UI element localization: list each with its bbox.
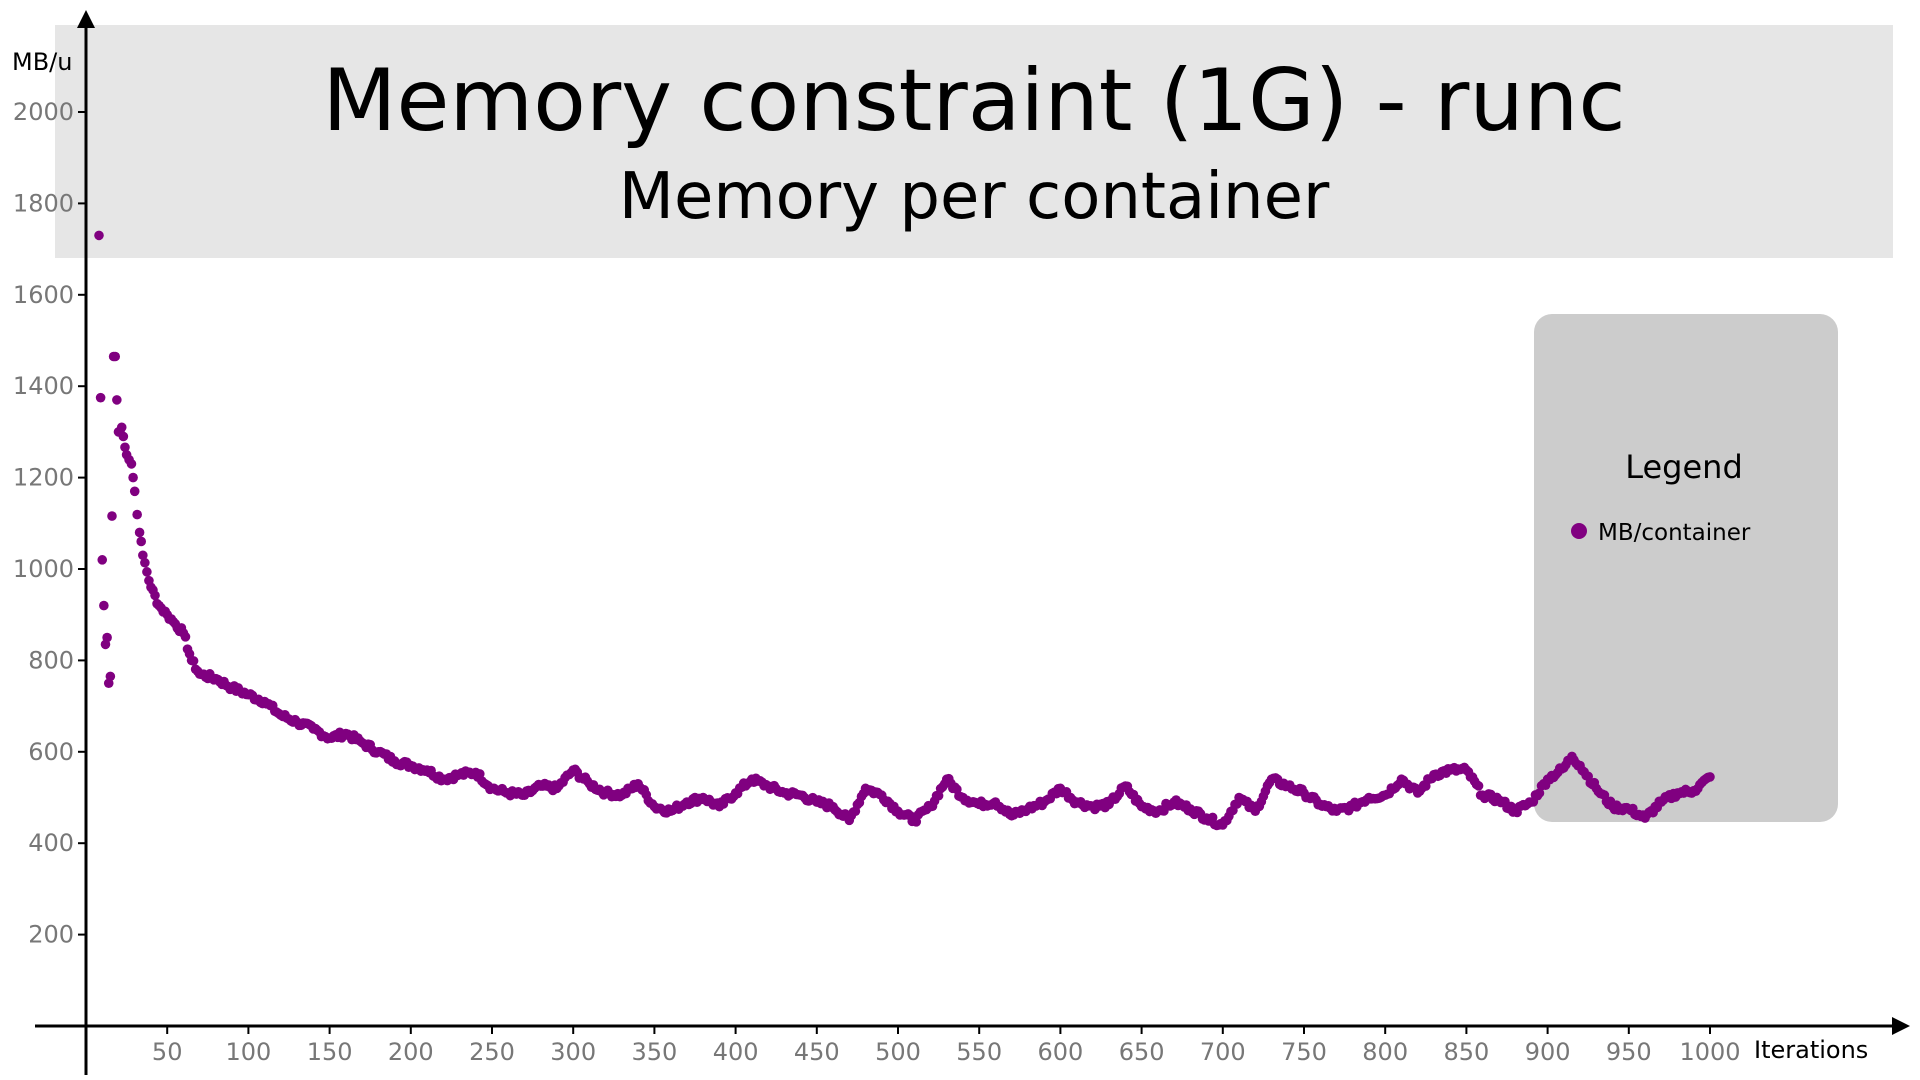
y-tick-label: 400 xyxy=(28,829,74,857)
data-point xyxy=(128,472,138,483)
data-point xyxy=(150,590,160,601)
data-point xyxy=(97,555,108,565)
data-point xyxy=(188,656,199,666)
y-axis-label: MB/u xyxy=(12,48,72,76)
data-point xyxy=(99,600,109,611)
x-tick-label: 600 xyxy=(1037,1038,1083,1066)
data-point xyxy=(134,527,145,538)
data-point xyxy=(94,230,104,241)
x-tick-label: 750 xyxy=(1281,1038,1327,1066)
data-point xyxy=(105,671,116,682)
y-tick-label: 1600 xyxy=(13,281,74,309)
data-point xyxy=(110,351,121,362)
data-point xyxy=(112,395,122,405)
data-point xyxy=(142,567,152,577)
x-tick-label: 1000 xyxy=(1679,1038,1740,1066)
legend-box xyxy=(1534,314,1838,822)
x-tick-label: 950 xyxy=(1606,1038,1652,1066)
data-point xyxy=(138,550,148,561)
y-tick-label: 800 xyxy=(28,646,74,674)
x-axis-arrow xyxy=(1892,1017,1910,1035)
data-point xyxy=(129,486,140,497)
data-point xyxy=(180,632,191,642)
data-point xyxy=(1705,772,1715,782)
legend-label: MB/container xyxy=(1598,520,1751,546)
data-point xyxy=(126,459,137,469)
chart-subtitle: Memory per container xyxy=(619,160,1330,234)
x-tick-label: 400 xyxy=(713,1038,759,1066)
x-tick-label: 200 xyxy=(388,1038,434,1066)
x-tick-label: 150 xyxy=(307,1038,353,1066)
x-tick-label: 250 xyxy=(469,1038,515,1066)
data-point xyxy=(136,536,147,547)
y-tick-label: 1800 xyxy=(13,189,74,217)
x-tick-label: 700 xyxy=(1200,1038,1246,1066)
data-point xyxy=(1534,788,1545,798)
data-point xyxy=(95,392,106,403)
y-tick-label: 600 xyxy=(28,738,74,766)
data-point xyxy=(102,632,112,643)
y-tick-label: 2000 xyxy=(13,98,74,126)
data-point xyxy=(140,557,150,568)
x-tick-label: 850 xyxy=(1443,1038,1489,1066)
y-tick-label: 1000 xyxy=(13,555,74,583)
x-tick-label: 450 xyxy=(794,1038,840,1066)
x-tick-label: 350 xyxy=(631,1038,677,1066)
x-tick-label: 800 xyxy=(1362,1038,1408,1066)
data-point xyxy=(120,442,130,453)
data-point xyxy=(118,431,129,442)
y-axis-arrow xyxy=(77,10,95,28)
x-tick-label: 300 xyxy=(550,1038,596,1066)
x-tick-label: 650 xyxy=(1119,1038,1165,1066)
data-points xyxy=(94,230,1715,831)
data-point xyxy=(116,422,127,433)
chart-title: Memory constraint (1G) - runc xyxy=(322,51,1625,151)
legend-marker xyxy=(1571,523,1587,539)
y-tick-label: 200 xyxy=(28,921,74,949)
legend-title: Legend xyxy=(1625,448,1743,486)
data-point xyxy=(107,511,117,521)
data-point xyxy=(1473,781,1484,791)
y-tick-label: 1200 xyxy=(13,464,74,492)
title-banner xyxy=(55,25,1893,258)
x-tick-label: 550 xyxy=(956,1038,1002,1066)
x-tick-label: 50 xyxy=(152,1038,183,1066)
data-point xyxy=(132,509,142,520)
y-tick-label: 1400 xyxy=(13,372,74,400)
x-axis-label: Iterations xyxy=(1754,1036,1868,1064)
ticks: 50 100 150 200 250 300 350 400 450 500 550 600 650 70… xyxy=(13,98,1741,1066)
x-tick-label: 900 xyxy=(1525,1038,1571,1066)
x-tick-label: 500 xyxy=(875,1038,921,1066)
x-tick-label: 100 xyxy=(225,1038,271,1066)
